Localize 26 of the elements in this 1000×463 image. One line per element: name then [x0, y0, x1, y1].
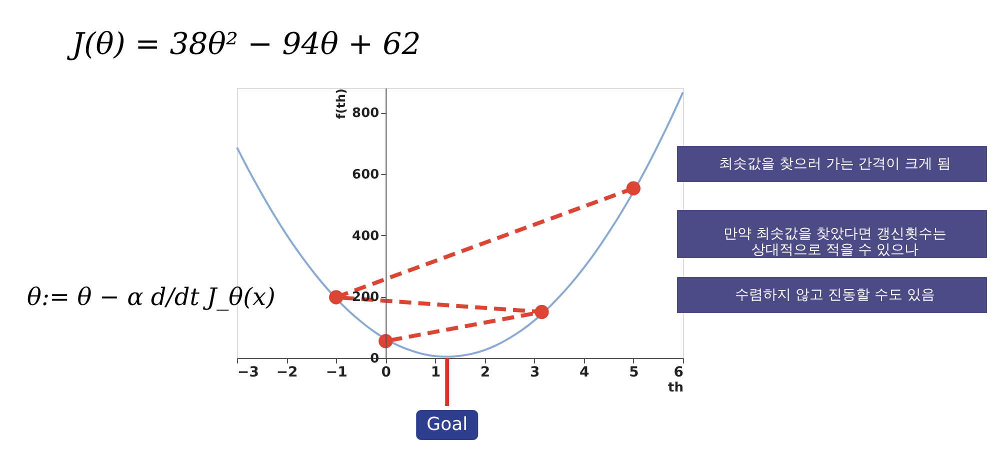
y-tick-label: 800	[352, 106, 380, 122]
x-tick-label: −2	[276, 364, 298, 380]
y-axis-title: f(th)	[334, 88, 348, 119]
text: 수렴하지 않고 진동할 수도 있음	[735, 287, 935, 303]
x-tick-label: 1	[430, 364, 441, 380]
x-tick-label: 0	[381, 364, 392, 380]
point	[626, 181, 641, 196]
x-tick-label: 6	[674, 364, 684, 380]
x-tick-label: 3	[530, 364, 540, 380]
point	[534, 304, 549, 320]
x-axis-title: th	[668, 380, 684, 396]
x-tick-label: −3	[238, 364, 259, 380]
annotation: Goal	[426, 414, 468, 435]
x-tick-label: −1	[326, 364, 348, 380]
text: 만약 최솟값을 찾았다면 갱신횟수는 상대적으로 적을 수 있으나	[723, 226, 947, 258]
text: 최솟값을 찾으러 가는 간격이 크게 됨	[718, 156, 952, 172]
point	[378, 334, 393, 348]
y-tick-label: 400	[352, 228, 380, 244]
annotation: θ:= θ − α d/dt J_θ(x)	[27, 283, 276, 311]
y-tick-label: 200	[352, 290, 380, 306]
x-tick-label: 2	[480, 364, 490, 380]
x-tick-label: 4	[580, 364, 590, 380]
y-tick-label: 600	[352, 167, 380, 182]
x-tick-label: 5	[629, 364, 639, 380]
chart-title: J(θ) = 38θ² − 94θ + 62	[66, 27, 421, 62]
point	[329, 290, 344, 304]
